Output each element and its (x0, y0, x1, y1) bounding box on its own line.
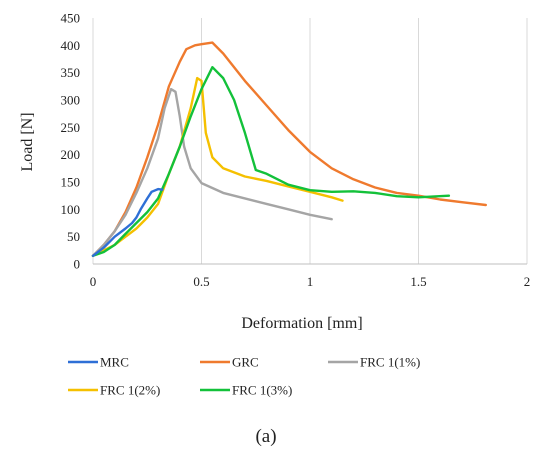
y-tick-labels: 0 50 100 150 200 250 300 350 400 450 (61, 11, 81, 272)
y-tick-label-7: 350 (61, 65, 81, 80)
x-tick-labels: 0 0.5 1 1.5 2 (90, 274, 531, 289)
legend-label-grc: GRC (232, 355, 259, 370)
y-tick-label-0: 0 (74, 257, 81, 272)
y-tick-label-2: 100 (61, 202, 81, 217)
x-tick-label-3: 1.5 (410, 274, 426, 289)
series-line-mrc (91, 187, 164, 258)
series-lines (91, 41, 487, 258)
legend: MRC GRC FRC 1(1%) FRC 1(2%) FRC 1(3%) (68, 355, 420, 398)
legend-label-frc-1-1: FRC 1(1%) (360, 355, 420, 370)
x-tick-label-2: 1 (307, 274, 314, 289)
y-tick-label-3: 150 (61, 175, 81, 190)
y-tick-label-8: 400 (61, 38, 81, 53)
series-line-frc-1-3 (91, 65, 451, 258)
legend-label-frc-1-2: FRC 1(2%) (100, 383, 160, 398)
legend-label-mrc: MRC (100, 355, 129, 370)
y-tick-label-9: 450 (61, 11, 81, 26)
legend-label-frc-1-3: FRC 1(3%) (232, 383, 292, 398)
series-line-grc (91, 41, 487, 258)
y-tick-label-6: 300 (61, 93, 81, 108)
y-tick-label-1: 50 (67, 229, 80, 244)
x-tick-label-1: 0.5 (193, 274, 209, 289)
figure-caption: (a) (255, 426, 276, 447)
x-tick-label-0: 0 (90, 274, 97, 289)
x-tick-label-4: 2 (524, 274, 531, 289)
gridlines (92, 18, 528, 264)
y-tick-label-4: 200 (61, 147, 81, 162)
series-line-frc-1-2 (91, 76, 344, 258)
series-line-frc-1-1 (91, 87, 333, 258)
x-axis-title: Deformation [mm] (241, 315, 362, 332)
y-tick-label-5: 250 (61, 120, 81, 135)
y-axis-title: Load [N] (19, 112, 36, 171)
